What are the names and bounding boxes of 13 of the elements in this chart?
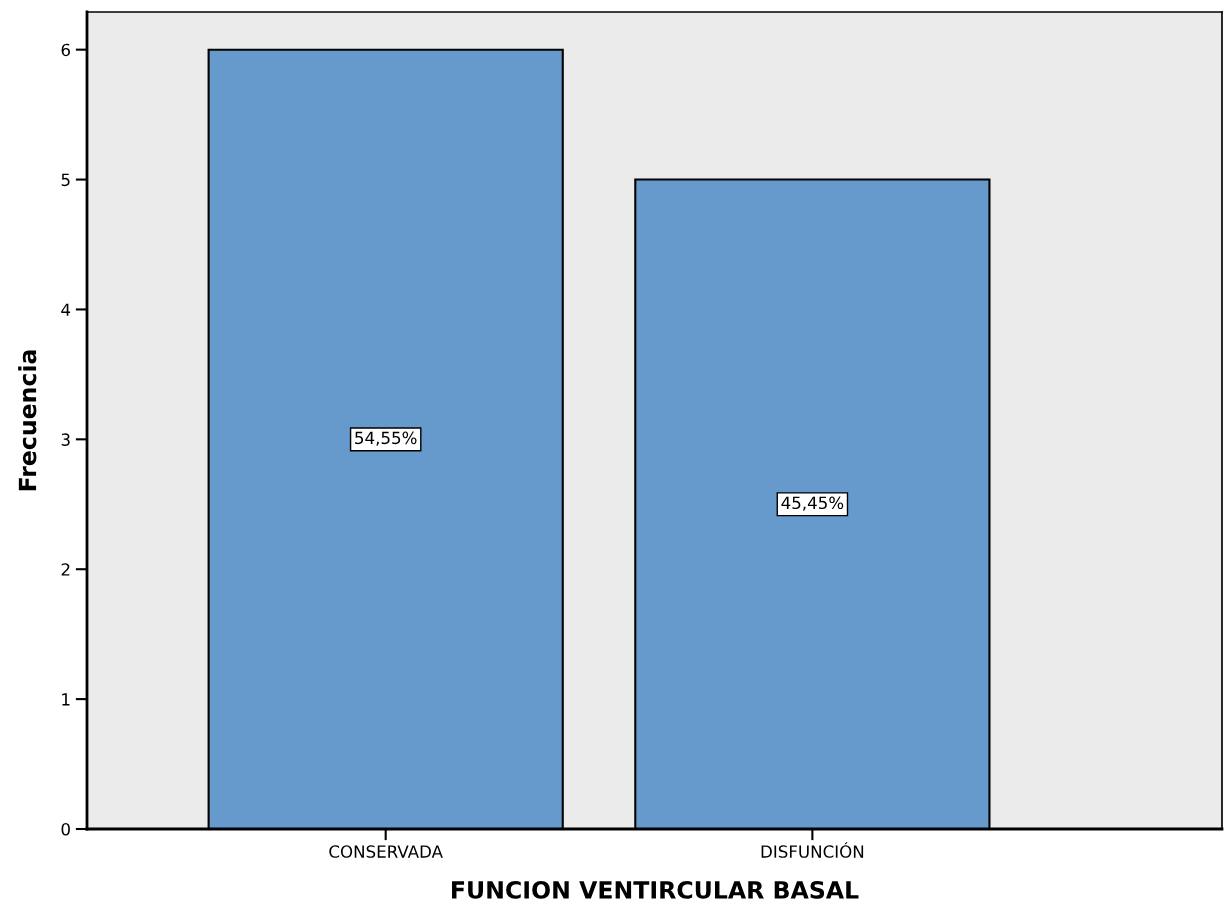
x-axis-title: FUNCION VENTIRCULAR BASAL	[452, 880, 859, 899]
y-tick-label: 1	[62, 693, 70, 706]
y-axis-title: Frecuencia	[18, 350, 37, 491]
annotation: 45,45%	[781, 496, 844, 511]
y-tick-label: 0	[61, 822, 70, 836]
y-tick-label: 2	[61, 563, 70, 576]
y-tick-label: 5	[61, 173, 70, 187]
x-tick-label: DISFUNCIÓN	[761, 842, 864, 858]
y-tick-label: 3	[61, 433, 70, 446]
x-tick-label: CONSERVADA	[329, 845, 443, 858]
y-tick-label: 4	[61, 303, 71, 316]
annotation: 54,55%	[355, 431, 417, 446]
y-tick-label: 6	[61, 43, 70, 57]
